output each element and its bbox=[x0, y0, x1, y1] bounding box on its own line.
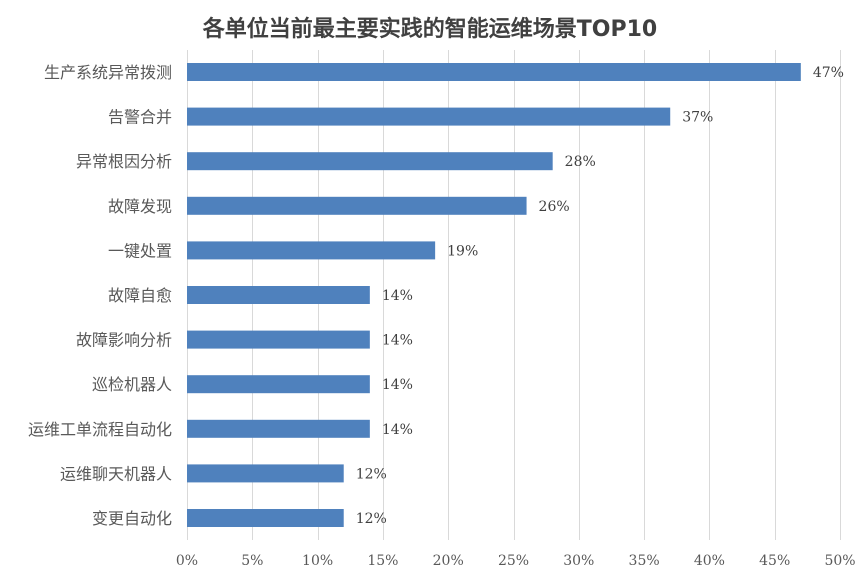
bar bbox=[187, 509, 344, 527]
x-tick-label: 50% bbox=[824, 553, 855, 569]
category-label: 故障发现 bbox=[108, 197, 172, 216]
bar bbox=[187, 63, 801, 81]
category-label: 运维工单流程自动化 bbox=[28, 420, 172, 439]
x-tick-label: 15% bbox=[367, 553, 398, 569]
x-tick-label: 30% bbox=[563, 553, 594, 569]
x-tick-label: 20% bbox=[433, 553, 464, 569]
data-label: 47% bbox=[813, 65, 844, 81]
x-tick-label: 5% bbox=[241, 553, 263, 569]
category-label: 故障影响分析 bbox=[76, 331, 172, 350]
x-tick-label: 10% bbox=[302, 553, 333, 569]
x-axis-ticks: 0% 5% 10% 15% 20% 25% 30% 35% 40% 45% 50% bbox=[176, 553, 856, 569]
bar bbox=[187, 419, 370, 438]
bar bbox=[187, 241, 436, 260]
bar bbox=[187, 286, 370, 304]
data-label: 12% bbox=[356, 466, 387, 482]
category-labels: 生产系统异常拨测告警合并异常根因分析故障发现一键处置故障自愈故障影响分析巡检机器… bbox=[28, 63, 172, 528]
category-label: 变更自动化 bbox=[92, 509, 172, 528]
x-tick-label: 45% bbox=[759, 553, 790, 569]
bar bbox=[187, 152, 553, 171]
data-label: 12% bbox=[356, 511, 387, 527]
x-tick-label: 40% bbox=[694, 553, 725, 569]
bar bbox=[187, 107, 671, 126]
category-label: 巡检机器人 bbox=[92, 375, 172, 394]
data-label: 19% bbox=[447, 243, 478, 259]
data-label: 14% bbox=[382, 333, 413, 349]
category-label: 异常根因分析 bbox=[76, 152, 172, 171]
data-label: 14% bbox=[382, 377, 413, 393]
bars bbox=[187, 63, 801, 527]
x-tick-label: 35% bbox=[629, 553, 660, 569]
data-label: 26% bbox=[539, 199, 570, 215]
category-label: 故障自愈 bbox=[108, 286, 172, 305]
bar bbox=[187, 196, 527, 215]
chart-title: 各单位当前最主要实践的智能运维场景TOP10 bbox=[202, 16, 657, 42]
bar bbox=[187, 330, 370, 349]
data-label: 28% bbox=[565, 154, 596, 170]
gridlines bbox=[187, 50, 841, 540]
category-label: 告警合并 bbox=[108, 108, 172, 127]
category-label: 运维聊天机器人 bbox=[60, 464, 172, 483]
bar bbox=[187, 375, 370, 394]
value-labels: 47% 37% 28% 26% 19% 14% 14% 14% 14% 12% 12% bbox=[356, 65, 844, 527]
category-label: 一键处置 bbox=[108, 241, 172, 260]
x-tick-label: 25% bbox=[498, 553, 529, 569]
data-label: 14% bbox=[382, 288, 413, 304]
category-label: 生产系统异常拨测 bbox=[44, 63, 172, 82]
data-label: 14% bbox=[382, 422, 413, 438]
bar bbox=[187, 464, 344, 483]
x-tick-label: 0% bbox=[176, 553, 198, 569]
data-label: 37% bbox=[682, 110, 713, 126]
